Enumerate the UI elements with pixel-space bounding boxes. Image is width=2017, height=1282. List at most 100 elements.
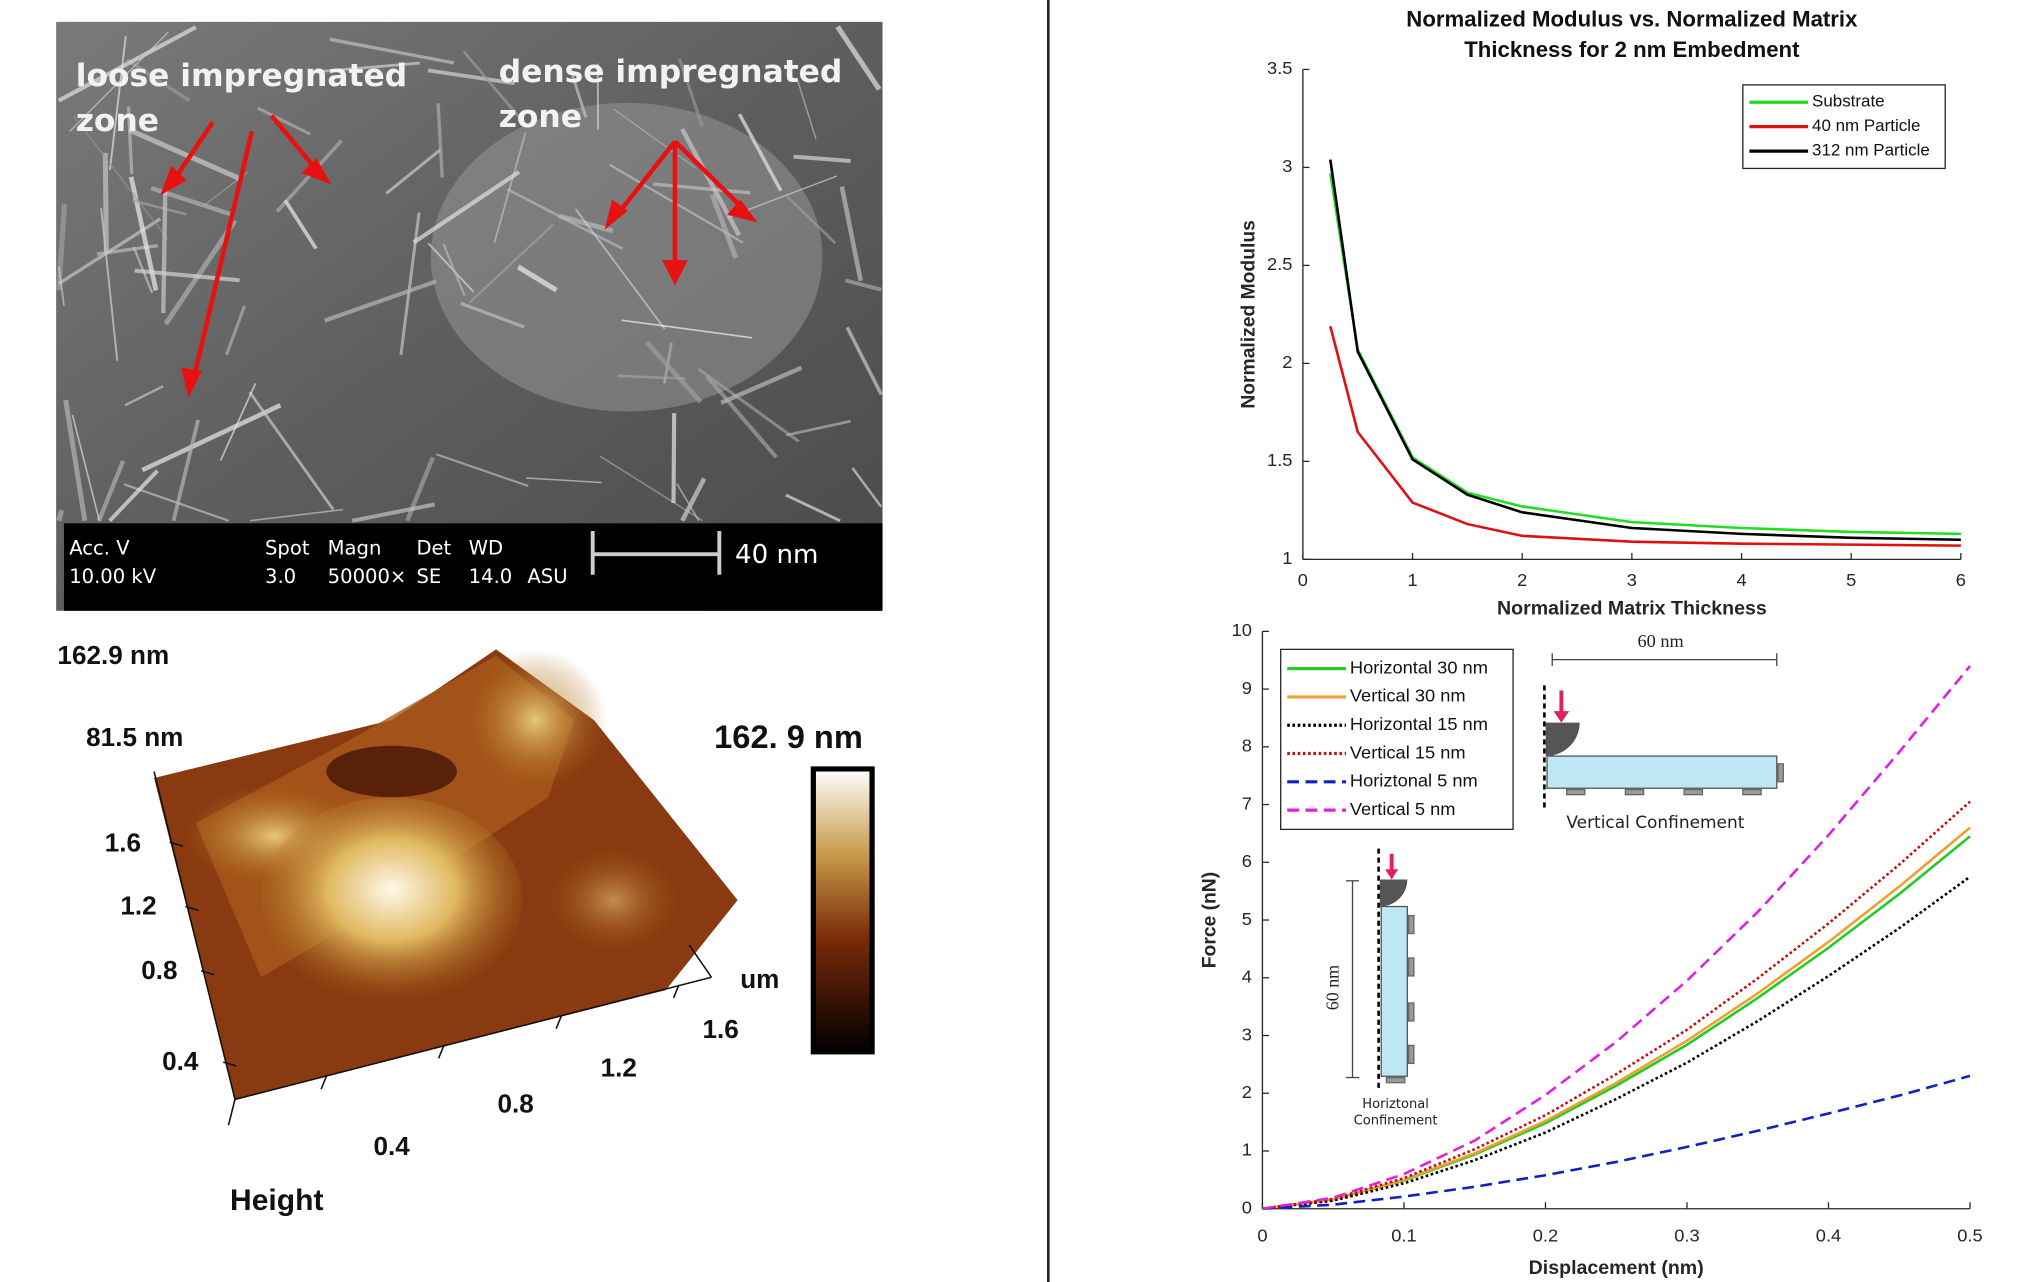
x-axis-label: Normalized Matrix Thickness [1497,598,1767,620]
series-line [1262,802,1970,1209]
y-tick-label: 0.4 [162,1048,199,1076]
y-tick-label: 2.5 [1267,254,1292,274]
y-tick-label: 9 [1242,678,1252,698]
y-tick-label: 5 [1242,909,1252,929]
y-tick-label: 2 [1282,352,1292,372]
info-value: 10.00 kV [69,565,157,588]
info-label: Acc. V [69,537,130,560]
legend-label: Horiztonal 5 nm [1350,771,1478,791]
fiber [59,510,62,521]
y-tick-label: 1 [1242,1140,1252,1160]
sem-panel: loose impregnated zone dense impregnated… [56,22,882,611]
series-line [1330,326,1961,545]
x-tick-label: 0.1 [1391,1226,1416,1246]
x-tick-label: 1 [1407,570,1417,590]
colorbar-label: 162. 9 nm [714,719,863,755]
y-tick-label: 1.5 [1267,450,1292,470]
afm-hill [463,649,607,790]
x-tick-label: 1.2 [601,1055,637,1083]
annotation: Confinement [1354,1114,1438,1129]
info-label: Magn [328,537,382,560]
afm-hill [548,849,679,952]
x-tick-label: 0.5 [1957,1226,1982,1246]
legend-label: Vertical 15 nm [1350,742,1466,762]
y-tick-label: 0.8 [141,957,177,985]
legend-label: 312 nm Particle [1812,141,1930,160]
y-tick-label: 2 [1242,1082,1252,1102]
fiber [163,187,165,313]
y-tick-label: 1.6 [105,830,141,858]
y-axis-label: Force (nN) [1198,872,1220,968]
afm-hill [261,797,522,1003]
info-label: WD [469,537,503,560]
y-tick-label: 10 [1232,620,1252,640]
series-line [1330,173,1961,534]
info-value: 14.0 [469,565,513,588]
afm-valley [326,746,457,797]
x-tick-label: 0.8 [498,1091,534,1119]
fiber [105,153,106,253]
series-line [1330,160,1961,540]
inset-horizontal [1346,849,1414,1091]
figure: loose impregnated zone dense impregnated… [0,0,2017,1282]
x-tick-label: 0.3 [1674,1226,1699,1246]
page: {"sem_image": {"label_loose": ["loose im… [0,0,2017,1282]
loose-label: zone [76,103,159,139]
annotation: 60 nm [1638,631,1684,651]
series-line [1262,836,1970,1208]
x-tick-label: 5 [1846,570,1856,590]
y-tick-label: 8 [1242,736,1252,756]
y-tick-label: 1 [1282,548,1292,568]
x-tick-label: 0.4 [1816,1226,1841,1246]
scale-bar-label: 40 nm [735,540,818,570]
y-tick-label: 3 [1242,1024,1252,1044]
dense-label: zone [499,99,582,135]
info-label: Spot [265,537,310,560]
x-tick-label: 3 [1627,570,1637,590]
unit-label: um [740,966,779,994]
y-tick-label: 3 [1282,156,1292,176]
x-tick-label: 4 [1736,570,1746,590]
info-value: 50000× [328,565,407,588]
y-tick-label: 6 [1242,851,1252,871]
series-line [1262,877,1970,1209]
y-axis-label: Normalized Modulus [1237,220,1259,408]
dense-label: dense impregnated [499,54,843,90]
chart-title: Thickness for 2 nm Embedment [1464,37,1800,62]
x-tick-label: 0.4 [374,1133,411,1161]
x-axis-label: Displacement (nm) [1529,1257,1704,1279]
afm-panel: 162.9 nm 81.5 nm 1.6 1.2 0.8 0.4 0.4 0.8… [57,642,872,1217]
legend-label: Horizontal 15 nm [1350,714,1488,734]
series-line [1262,828,1970,1209]
loose-label: loose impregnated [76,58,407,94]
y-tick-label: 0 [1242,1198,1252,1218]
info-value: 3.0 [265,565,296,588]
z-mid-label: 81.5 nm [86,724,183,752]
colorbar [813,769,872,1052]
y-tick-label: 7 [1242,793,1252,813]
y-tick-label: 1.2 [120,893,156,921]
z-max-label: 162.9 nm [57,642,169,670]
info-value: SE [416,565,441,588]
x-tick-label: 1.6 [702,1016,738,1044]
x-tick-label: 0.2 [1533,1226,1558,1246]
y-tick-label: 4 [1242,967,1252,987]
x-tick-label: 6 [1956,570,1966,590]
caption: Height [230,1184,323,1217]
annotation: Horiztonal [1362,1097,1429,1112]
x-tick-label: 0 [1298,570,1308,590]
legend-label: Vertical 5 nm [1350,799,1456,819]
y-tick-label: 3.5 [1267,58,1292,78]
legend-label: Vertical 30 nm [1350,686,1466,706]
info-value: ASU [527,565,567,588]
x-tick-label: 2 [1517,570,1527,590]
legend-label: Substrate [1812,92,1885,111]
legend-label: 40 nm Particle [1812,116,1920,135]
sem-bright-area [431,103,823,412]
annotation: 60 nm [1322,965,1342,1010]
annotation: Vertical Confinement [1566,812,1744,832]
legend-label: Horizontal 30 nm [1350,658,1488,678]
chart-title: Normalized Modulus vs. Normalized Matrix [1406,6,1858,31]
x-tick-label: 0 [1257,1226,1267,1246]
inset-vertical [1544,653,1783,807]
